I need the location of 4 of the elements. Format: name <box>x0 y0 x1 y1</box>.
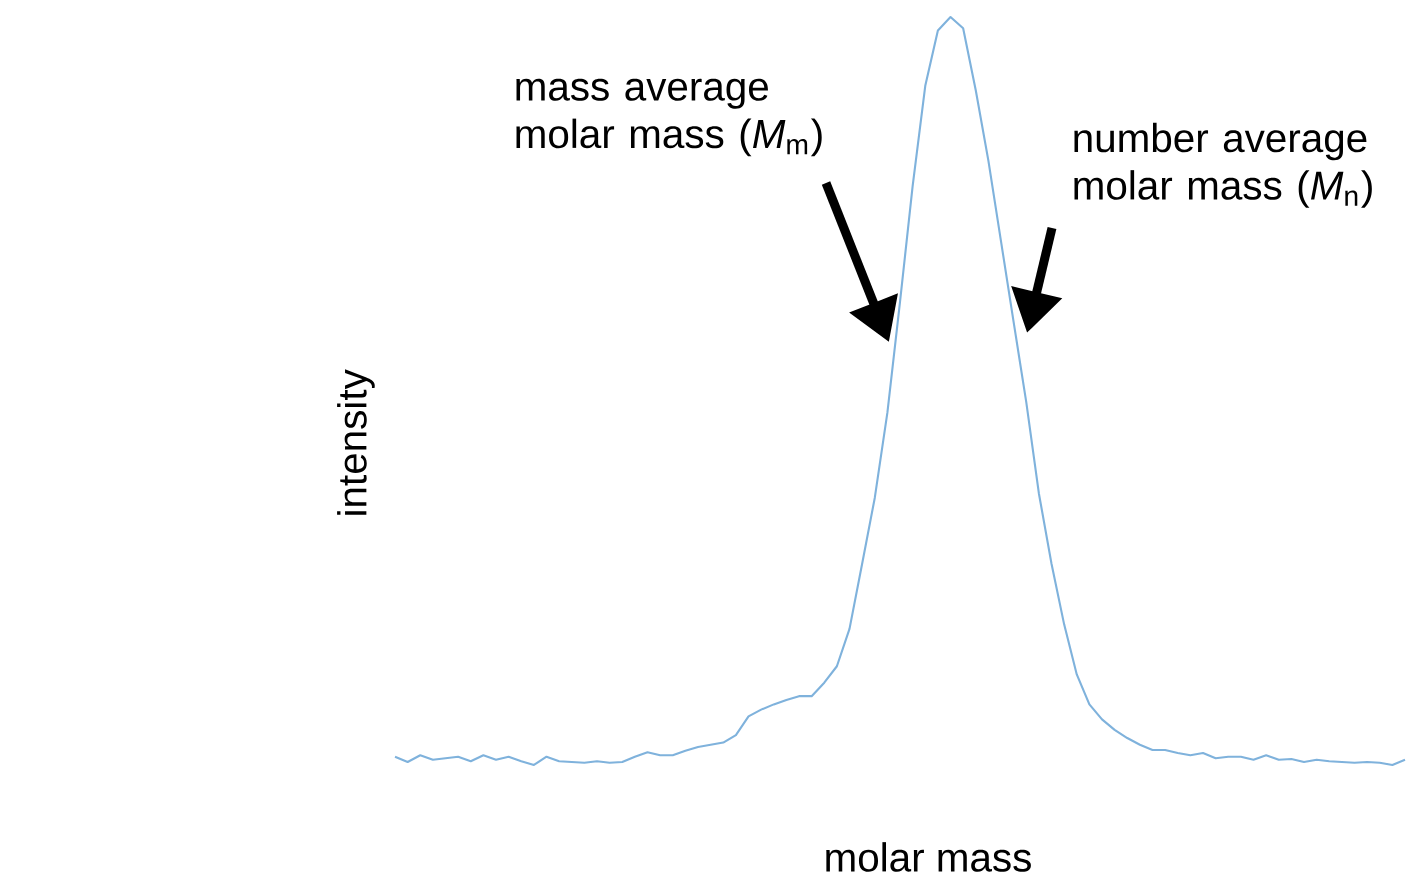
x-axis-title: molar mass <box>826 842 1031 872</box>
annotation: number average molar mass (M$_{n}$) <box>1074 122 1372 208</box>
y-axis-title: intensity <box>337 369 375 515</box>
annotation: mass average molar mass (M$_{m}$) <box>516 78 822 157</box>
